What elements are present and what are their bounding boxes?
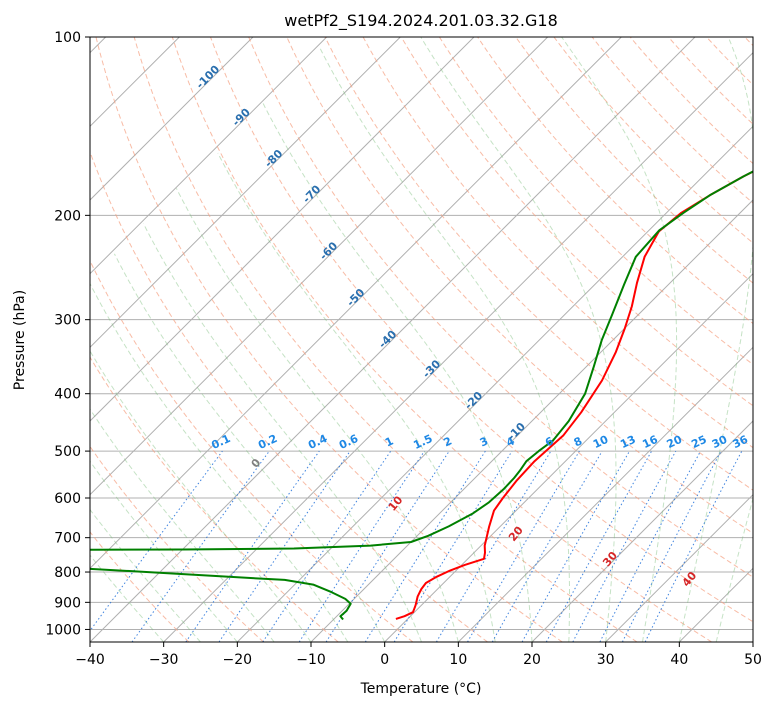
- moist-adiabat: [90, 282, 349, 642]
- moist-adiabat: [90, 408, 275, 642]
- isotherm--50: [90, 37, 622, 570]
- x-tick-label: 50: [744, 652, 762, 668]
- x-axis: −40 −30 −20 −10 0 10 20 30 40 50: [75, 642, 762, 668]
- temperature-line: [395, 170, 753, 620]
- x-tick-label: −30: [149, 652, 179, 668]
- mixing-ratio-line: [185, 450, 320, 642]
- plot-background: [90, 37, 753, 642]
- isotherm--40: [90, 37, 696, 642]
- moist-adiabat: [561, 37, 678, 642]
- isotherm-20: [531, 420, 753, 642]
- moist-adiabat: [90, 554, 165, 642]
- x-tick-label: −20: [223, 652, 253, 668]
- mixing-ratio-label: 10: [591, 433, 611, 451]
- y-tick-label: 900: [54, 595, 81, 611]
- x-tick-label: 0: [380, 652, 389, 668]
- x-tick-label: −40: [75, 652, 105, 668]
- mixing-ratio-line: [364, 450, 486, 642]
- mixing-ratio-line: [467, 450, 580, 642]
- dewpoint-line: [90, 170, 753, 621]
- y-tick-label: 700: [54, 531, 81, 547]
- isotherm--30: [163, 51, 753, 642]
- isotherm--90: [90, 37, 328, 275]
- dry-adiabat: [362, 37, 753, 449]
- y-tick-label: 500: [54, 444, 81, 460]
- isotherm--100: [90, 37, 254, 201]
- dry-adiabat: [90, 259, 414, 642]
- y-tick-label: 1000: [45, 622, 81, 638]
- mixing-ratio-label: 36: [731, 433, 751, 451]
- dry-adiabat: [90, 356, 339, 642]
- chart-title: wetPf2_S194.2024.201.03.32.G18: [284, 11, 558, 31]
- y-tick-label: 300: [54, 313, 81, 329]
- x-tick-label: 30: [597, 652, 615, 668]
- dry-adiabat: [324, 37, 753, 491]
- dry-adiabat: [553, 37, 753, 244]
- mixing-ratio-line: [435, 450, 552, 642]
- x-tick-label: 40: [670, 652, 688, 668]
- plot-frame: [89, 36, 754, 643]
- dry-adiabat: [90, 150, 488, 642]
- dry-adiabat: [438, 37, 753, 366]
- moist-adiabat: [90, 349, 312, 642]
- y-tick-label: 200: [54, 208, 81, 224]
- moist-adiabat: [262, 102, 533, 642]
- dry-adiabat: [171, 37, 712, 642]
- mixing-ratio-label: 16: [640, 433, 660, 451]
- isotherm--60: [90, 37, 549, 496]
- y-tick-label: 800: [54, 565, 81, 581]
- moist-adiabat: [319, 46, 571, 642]
- mixing-ratio-label: 20: [665, 433, 685, 451]
- x-tick-label: 20: [523, 652, 541, 668]
- mixing-ratio-line: [90, 450, 223, 632]
- y-tick-label: 400: [54, 387, 81, 403]
- mixing-ratio-label: 30: [710, 433, 730, 451]
- mixing-ratio-line: [218, 450, 351, 642]
- isotherm--80: [90, 37, 401, 349]
- dry-adiabat: [248, 37, 753, 578]
- mixing-ratio-line: [545, 450, 653, 642]
- moist-adiabat: [113, 253, 386, 642]
- isotherm--20: [236, 125, 753, 642]
- x-tick-label: 10: [449, 652, 467, 668]
- dry-adiabat: [133, 37, 638, 642]
- x-axis-label: Temperature (°C): [360, 681, 482, 697]
- dry-adiabat: [477, 37, 753, 325]
- dry-adiabat: [210, 37, 753, 623]
- mixing-ratio-label: 13: [618, 433, 637, 451]
- y-tick-label: 100: [54, 30, 81, 46]
- dry-adiabat: [591, 37, 753, 204]
- y-axis: 100 200 300 400 500 600 700 800 900 1000: [45, 30, 90, 638]
- mixing-ratio-line: [572, 450, 677, 642]
- y-axis-label: Pressure (hPa): [12, 290, 28, 390]
- dry-adiabat: [90, 531, 190, 642]
- moist-adiabat: [678, 37, 753, 642]
- isotherm--70: [90, 37, 475, 422]
- dry-adiabat: [286, 37, 753, 534]
- isotherm-10: [457, 346, 753, 642]
- mixing-ratio-line: [325, 450, 450, 642]
- dry-adiabat: [400, 37, 753, 407]
- thermodynamic-lines: [90, 37, 753, 642]
- y-tick-label: 600: [54, 491, 81, 507]
- mixing-ratio-line: [491, 450, 603, 642]
- moist-adiabat: [175, 188, 459, 642]
- x-tick-label: −10: [296, 652, 326, 668]
- isotherm-30: [605, 493, 753, 642]
- gridlines: [90, 37, 753, 642]
- mixing-ratio-label: 25: [689, 433, 708, 451]
- moist-adiabat: [420, 37, 617, 642]
- moist-adiabat: [90, 460, 238, 642]
- moist-adiabat: [143, 223, 422, 642]
- mixing-ratio-line: [521, 450, 630, 642]
- dry-adiabat: [95, 37, 563, 642]
- mixing-ratio-line: [131, 450, 270, 642]
- sounding-profiles: [90, 170, 753, 621]
